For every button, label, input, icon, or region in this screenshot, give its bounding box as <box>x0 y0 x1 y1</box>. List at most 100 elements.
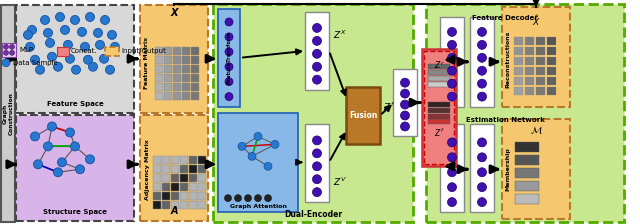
Bar <box>171 165 179 173</box>
Circle shape <box>225 33 233 41</box>
Circle shape <box>312 75 321 84</box>
Circle shape <box>401 122 410 131</box>
Text: Feature Matrix: Feature Matrix <box>145 37 150 89</box>
Bar <box>514 67 523 75</box>
Bar <box>536 57 545 65</box>
Text: Feature Space: Feature Space <box>47 101 104 107</box>
Bar <box>424 51 454 164</box>
Bar <box>182 47 190 55</box>
Circle shape <box>447 168 456 177</box>
Bar <box>191 65 199 73</box>
Bar <box>155 65 163 73</box>
Bar <box>428 82 450 87</box>
Circle shape <box>264 195 271 202</box>
Bar <box>164 92 172 100</box>
Text: Estimation Network: Estimation Network <box>465 116 545 123</box>
Bar <box>213 4 413 222</box>
Circle shape <box>477 153 486 162</box>
Text: Dual-Encoder: Dual-Encoder <box>284 210 342 219</box>
Bar <box>105 47 119 56</box>
Bar <box>171 192 179 200</box>
Bar <box>198 156 206 164</box>
Bar <box>173 83 181 91</box>
Circle shape <box>225 78 233 86</box>
Circle shape <box>35 65 45 74</box>
Circle shape <box>477 138 486 147</box>
Circle shape <box>106 65 115 74</box>
Bar <box>536 77 545 85</box>
Text: Input/Output: Input/Output <box>121 48 166 54</box>
Text: MLP: MLP <box>19 47 33 53</box>
Circle shape <box>234 195 241 202</box>
Circle shape <box>312 175 321 184</box>
Circle shape <box>477 183 486 192</box>
Text: Graph Attention: Graph Attention <box>230 204 287 209</box>
Bar <box>428 119 450 125</box>
Bar <box>180 183 188 191</box>
Bar <box>525 67 534 75</box>
Bar <box>153 192 161 200</box>
Bar <box>153 165 161 173</box>
Text: $Z^r$: $Z^r$ <box>434 59 444 71</box>
Bar <box>536 87 545 95</box>
Bar <box>218 112 298 212</box>
Circle shape <box>40 15 49 24</box>
Bar <box>171 201 179 209</box>
Text: Concat.: Concat. <box>71 48 98 54</box>
Bar <box>218 9 240 107</box>
Circle shape <box>99 54 109 63</box>
Bar <box>189 165 197 173</box>
Circle shape <box>312 136 321 145</box>
Bar <box>428 101 450 107</box>
Text: Feature Decoder: Feature Decoder <box>472 15 538 21</box>
Bar <box>547 37 556 45</box>
Bar <box>191 92 199 100</box>
Circle shape <box>447 66 456 75</box>
Bar <box>162 156 170 164</box>
Bar <box>153 183 161 191</box>
Circle shape <box>401 100 410 109</box>
Circle shape <box>3 50 8 55</box>
Bar <box>515 155 539 165</box>
Circle shape <box>81 42 90 51</box>
Circle shape <box>447 27 456 36</box>
Bar <box>189 201 197 209</box>
Bar <box>428 76 450 81</box>
Bar <box>191 83 199 91</box>
Circle shape <box>76 165 84 174</box>
Bar <box>426 4 624 222</box>
Circle shape <box>477 53 486 62</box>
Circle shape <box>10 50 15 55</box>
Bar <box>428 64 450 69</box>
Bar <box>182 83 190 91</box>
Circle shape <box>447 92 456 101</box>
Circle shape <box>44 142 52 151</box>
Bar <box>189 156 197 164</box>
Circle shape <box>33 160 42 169</box>
Bar <box>547 57 556 65</box>
Bar <box>171 174 179 182</box>
Circle shape <box>244 195 252 202</box>
Circle shape <box>225 48 233 56</box>
Bar <box>515 142 539 152</box>
Circle shape <box>447 198 456 207</box>
Text: FeatureTransform: FeatureTransform <box>227 31 232 84</box>
Bar <box>189 174 197 182</box>
Text: $Z^X$: $Z^X$ <box>333 29 346 41</box>
Bar <box>173 47 181 55</box>
Circle shape <box>225 93 233 101</box>
Circle shape <box>312 62 321 71</box>
Bar <box>162 174 170 182</box>
Bar <box>547 47 556 55</box>
Circle shape <box>401 89 410 98</box>
Circle shape <box>447 53 456 62</box>
Circle shape <box>100 15 109 24</box>
Bar <box>198 183 206 191</box>
Bar <box>502 7 570 107</box>
Circle shape <box>312 149 321 158</box>
Circle shape <box>65 128 74 137</box>
Bar <box>173 65 181 73</box>
Bar <box>514 37 523 45</box>
Bar <box>140 5 208 112</box>
Circle shape <box>86 155 95 164</box>
